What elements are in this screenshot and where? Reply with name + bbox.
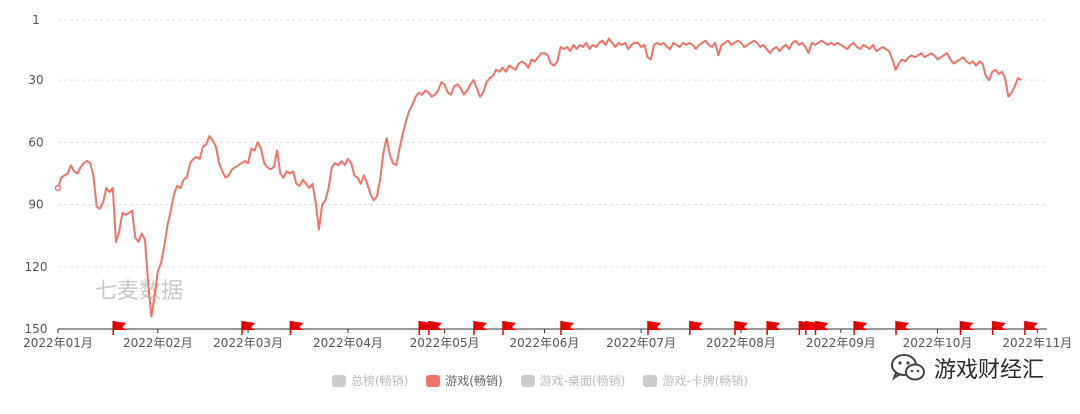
brand-watermark: 游戏财经汇 [890, 352, 1044, 384]
x-tick-label: 2022年10月 [903, 336, 973, 350]
legend-label-games-card: 游戏-卡牌(畅销) [662, 374, 749, 388]
legend-label-overall: 总榜(畅销) [350, 374, 409, 388]
event-flag-icon [960, 321, 974, 330]
legend-item-games[interactable]: 游戏(畅销) [426, 372, 503, 389]
legend-label-games: 游戏(畅销) [445, 374, 503, 388]
legend-item-games-board[interactable]: 游戏-桌面(畅销) [520, 372, 626, 389]
event-flag-icon [474, 321, 488, 330]
watermark-text: 七麦数据 [95, 279, 183, 304]
event-flag-icon [290, 321, 304, 330]
x-tick-label: 2022年11月 [1002, 336, 1072, 350]
legend-swatch-games-card [643, 374, 658, 387]
event-flag-icon [854, 321, 868, 330]
legend-label-games-board: 游戏-桌面(畅销) [539, 374, 626, 388]
series-line [57, 37, 1022, 318]
x-tick-label: 2022年09月 [806, 336, 876, 350]
event-flag-icon [428, 321, 442, 330]
event-flag-icon [689, 321, 703, 330]
legend-item-overall[interactable]: 总榜(畅销) [331, 372, 409, 389]
y-tick-label: 90 [28, 198, 43, 212]
event-flag-icon [560, 321, 574, 330]
x-tick-label: 2022年05月 [410, 336, 480, 350]
y-tick-label: 30 [28, 73, 43, 87]
event-flag-icon [647, 321, 661, 330]
event-flag-icon [767, 321, 781, 330]
x-tick-label: 2022年08月 [706, 336, 776, 350]
x-tick-label: 2022年04月 [313, 336, 383, 350]
y-tick-label: 120 [25, 260, 48, 274]
legend-swatch-games-board [520, 374, 535, 387]
legend-item-games-card[interactable]: 游戏-卡牌(畅销) [643, 372, 748, 389]
event-flag-icon [815, 321, 829, 330]
x-tick-label: 2022年02月 [123, 336, 193, 350]
event-flag-icon [503, 321, 517, 330]
legend: 总榜(畅销) 游戏(畅销) 游戏-桌面(畅销) 游戏-卡牌(畅销) [0, 372, 1080, 389]
x-tick-label: 2022年06月 [510, 336, 580, 350]
event-flag-icon [242, 321, 256, 330]
x-tick-label: 2022年01月 [23, 336, 93, 350]
event-flag-icon [1024, 321, 1038, 330]
y-tick-label: 150 [25, 322, 48, 336]
y-tick-label: 60 [28, 135, 43, 149]
brand-name: 游戏财经汇 [933, 358, 1044, 383]
legend-swatch-games [426, 374, 441, 387]
legend-swatch-overall [331, 374, 346, 387]
event-flag-icon [734, 321, 748, 330]
wechat-icon [890, 354, 925, 381]
event-flag-icon [113, 321, 127, 330]
event-flag-icon [896, 321, 910, 330]
event-flag-icon [992, 321, 1006, 330]
y-tick-label: 1 [32, 13, 40, 27]
series-start-point [54, 184, 62, 192]
x-tick-label: 2022年07月 [606, 336, 676, 350]
x-tick-label: 2022年03月 [213, 336, 283, 350]
